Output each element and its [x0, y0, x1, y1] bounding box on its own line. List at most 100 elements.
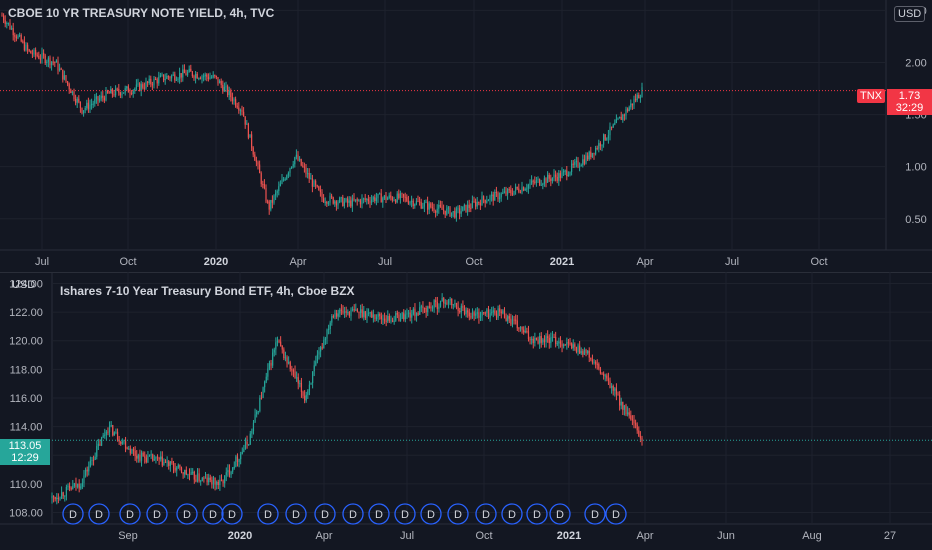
- candle-body: [167, 76, 169, 78]
- dividend-marker[interactable]: D: [119, 503, 141, 525]
- dividend-marker[interactable]: D: [420, 503, 442, 525]
- candle-body: [289, 168, 291, 173]
- dividend-marker[interactable]: D: [501, 503, 523, 525]
- candle-body: [622, 401, 624, 410]
- bond-etf-chart-pane[interactable]: 124.00122.00120.00118.00116.00114.00112.…: [0, 272, 932, 550]
- candle-body: [412, 200, 414, 207]
- dividend-marker[interactable]: D: [202, 503, 224, 525]
- candle-body: [249, 433, 251, 445]
- dividend-marker[interactable]: D: [285, 503, 307, 525]
- dividend-marker[interactable]: D: [62, 503, 84, 525]
- dividend-marker[interactable]: D: [584, 503, 606, 525]
- candle-body: [519, 326, 522, 329]
- candle-body: [638, 430, 640, 437]
- candle-body: [542, 339, 544, 343]
- dividend-marker-label: D: [482, 509, 490, 521]
- candle-body: [168, 461, 170, 466]
- candle-body: [121, 93, 123, 96]
- candle-body: [415, 313, 418, 317]
- bond-etf-chart-canvas[interactable]: 124.00122.00120.00118.00116.00114.00112.…: [0, 272, 932, 550]
- candle-body: [155, 78, 157, 80]
- candle-body: [577, 160, 579, 167]
- yield-chart-pane[interactable]: 2.502.001.501.000.50JulOct2020AprJulOct2…: [0, 0, 932, 272]
- candle-body: [619, 116, 621, 119]
- candle-body: [76, 483, 79, 488]
- candle-body: [548, 174, 550, 179]
- candle-body: [96, 446, 98, 457]
- candle-body: [184, 469, 186, 475]
- candle-body: [524, 330, 526, 333]
- candle-body: [327, 202, 329, 204]
- dividend-marker[interactable]: D: [314, 503, 336, 525]
- candle-body: [507, 316, 509, 322]
- candle-body: [63, 75, 65, 80]
- dividend-marker[interactable]: D: [176, 503, 198, 525]
- y-tick-label: 2.00: [905, 58, 926, 70]
- candle-body: [507, 189, 509, 195]
- candle-body: [278, 340, 280, 342]
- dividend-marker-circle: [447, 503, 469, 525]
- candle-body: [359, 309, 362, 313]
- candle-body: [15, 36, 17, 39]
- candle-body: [128, 448, 130, 450]
- dividend-marker[interactable]: D: [146, 503, 168, 525]
- candle-body: [176, 467, 178, 471]
- dividend-marker[interactable]: D: [342, 503, 364, 525]
- candle-body: [497, 308, 499, 318]
- dividend-marker[interactable]: D: [475, 503, 497, 525]
- dividend-marker[interactable]: D: [447, 503, 469, 525]
- candle-body: [345, 311, 347, 313]
- candle-body: [419, 307, 421, 315]
- candle-body: [404, 196, 406, 198]
- pane-separator[interactable]: [0, 272, 932, 273]
- dividend-marker[interactable]: D: [368, 503, 390, 525]
- candle-body: [443, 209, 445, 211]
- dividend-marker-label: D: [556, 509, 564, 521]
- candle-body: [524, 189, 526, 191]
- candle-body: [630, 415, 632, 420]
- candle-body: [395, 313, 397, 321]
- dividend-marker[interactable]: D: [605, 503, 627, 525]
- candle-body: [596, 363, 598, 365]
- candle-body: [636, 94, 638, 101]
- candle-body: [264, 381, 266, 388]
- candle-body: [407, 200, 409, 204]
- candle-body: [256, 411, 258, 415]
- candle-body: [601, 373, 603, 375]
- candle-body: [240, 453, 242, 460]
- candle-body: [582, 351, 584, 355]
- dividend-marker-circle: [605, 503, 627, 525]
- dividend-marker[interactable]: D: [549, 503, 571, 525]
- candle-body: [60, 492, 63, 499]
- candle-body: [97, 443, 99, 447]
- yield-chart-canvas[interactable]: 2.502.001.501.000.50JulOct2020AprJulOct2…: [0, 0, 932, 272]
- dividend-marker-label: D: [591, 509, 599, 521]
- candle-body: [275, 342, 277, 350]
- dividend-marker[interactable]: D: [88, 503, 110, 525]
- candle-body: [272, 352, 274, 366]
- candle-body: [380, 193, 382, 203]
- candle-body: [449, 207, 451, 217]
- candle-body: [627, 109, 629, 111]
- yield-currency-label[interactable]: USD: [894, 6, 926, 22]
- dividend-marker[interactable]: D: [394, 503, 416, 525]
- candle-body: [11, 28, 13, 30]
- candle-body: [483, 312, 485, 314]
- candle-body: [639, 436, 642, 438]
- candle-body: [503, 310, 506, 318]
- candle-body: [321, 192, 323, 199]
- candle-body: [116, 88, 118, 90]
- candle-body: [75, 98, 77, 103]
- candle-body: [351, 198, 353, 207]
- candle-body: [70, 89, 72, 94]
- y-tick-label: 110.00: [10, 479, 43, 491]
- candle-body: [279, 183, 281, 187]
- candle-body: [460, 305, 462, 313]
- dividend-marker[interactable]: D: [526, 503, 548, 525]
- dividend-marker[interactable]: D: [221, 503, 243, 525]
- candle-body: [529, 339, 531, 341]
- candle-body: [17, 35, 19, 39]
- candle-body: [132, 448, 135, 452]
- dividend-marker[interactable]: D: [257, 503, 279, 525]
- candle-body: [350, 309, 352, 316]
